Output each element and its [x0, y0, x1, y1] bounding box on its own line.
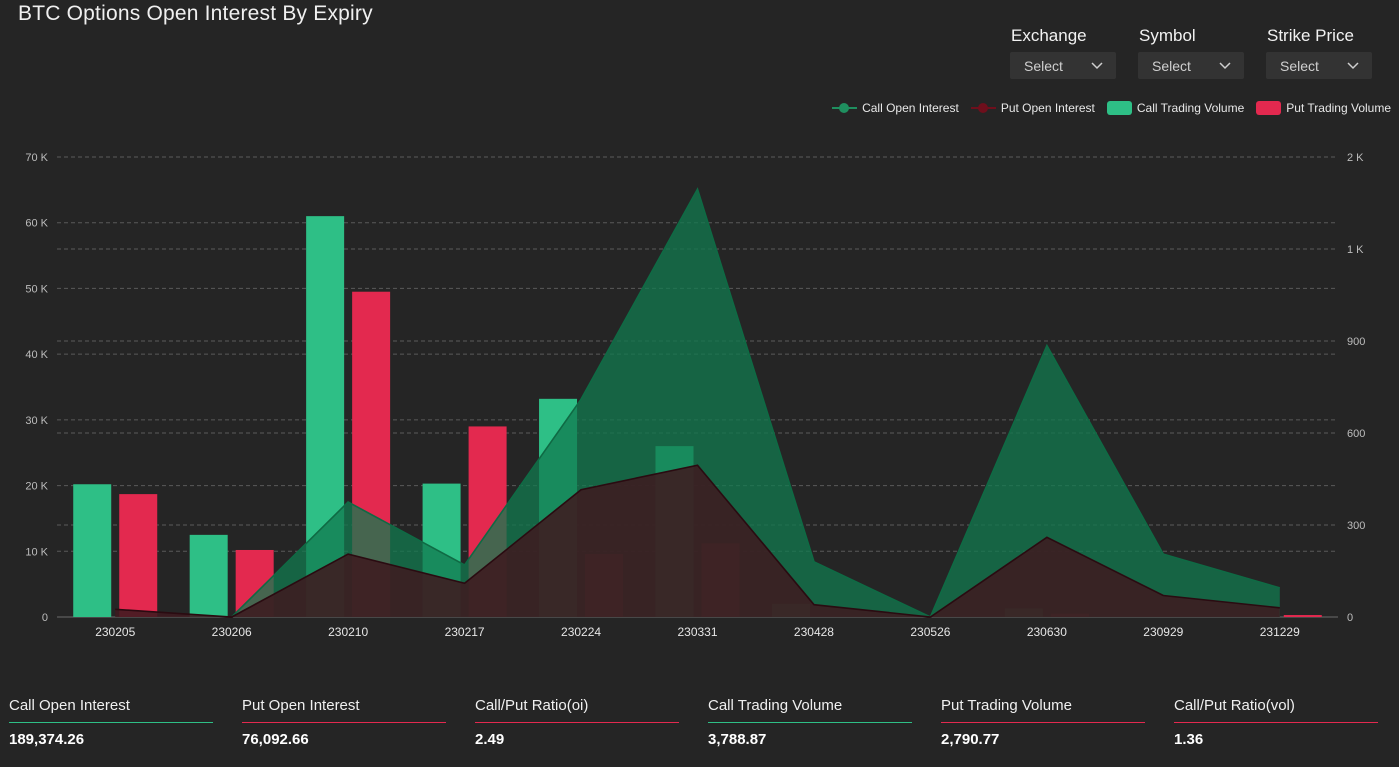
chart-legend: Call Open Interest Put Open Interest Cal…	[832, 101, 1391, 115]
legend-call-trading-volume[interactable]: Call Trading Volume	[1106, 101, 1245, 115]
summary-stats: Call Open Interest 189,374.26 Put Open I…	[9, 697, 1399, 748]
legend-label: Put Open Interest	[1000, 101, 1095, 115]
y-right-tick-label: 2 K	[1347, 152, 1364, 164]
y-left-tick-label: 70 K	[25, 152, 48, 164]
stat-value: 189,374.26	[9, 731, 85, 748]
legend-line-marker	[970, 102, 996, 114]
legend-label: Call Trading Volume	[1136, 101, 1245, 115]
chevron-down-icon	[1218, 59, 1232, 73]
x-tick-label: 230428	[794, 625, 834, 639]
chevron-down-icon	[1090, 59, 1104, 73]
strike-price-label: Strike Price	[1267, 26, 1354, 45]
stat-value: 2,790.77	[941, 731, 1000, 748]
x-tick-label: 231229	[1260, 625, 1300, 639]
page-title: BTC Options Open Interest By Expiry	[18, 2, 373, 25]
stat-label: Call/Put Ratio(oi)	[475, 697, 679, 723]
strike-price-select-value: Select	[1280, 57, 1319, 74]
legend-label: Call Open Interest	[862, 101, 959, 115]
stat-value: 2.49	[475, 731, 505, 748]
legend-rect-marker	[1106, 101, 1132, 115]
stat-value: 3,788.87	[708, 731, 767, 748]
y-left-tick-label: 20 K	[25, 481, 48, 493]
exchange-label: Exchange	[1011, 26, 1087, 45]
stat-call-put-ratio-oi: Call/Put Ratio(oi) 2.49	[475, 697, 679, 748]
y-right-tick-label: 600	[1347, 428, 1365, 440]
exchange-select[interactable]: Select	[1010, 52, 1116, 79]
y-right-tick-label: 900	[1347, 336, 1365, 348]
stat-label: Put Open Interest	[242, 697, 446, 723]
strike-price-filter: Strike Price Select	[1266, 26, 1372, 79]
x-tick-label: 230526	[910, 625, 950, 639]
y-left-tick-label: 40 K	[25, 349, 48, 361]
x-tick-label: 230210	[328, 625, 368, 639]
symbol-label: Symbol	[1139, 26, 1196, 45]
call-volume-bar	[189, 534, 228, 617]
stat-label: Call Trading Volume	[708, 697, 912, 723]
open-interest-chart: 0 10 K 20 K 30 K 40 K 50 K 60 K 70 K 0 300 600 900 1…	[25, 152, 1365, 639]
stat-call-open-interest: Call Open Interest 189,374.26	[9, 697, 213, 748]
y-left-tick-label: 50 K	[25, 283, 48, 295]
x-tick-label: 230331	[677, 625, 717, 639]
put-open-interest-line	[115, 464, 1280, 618]
chevron-down-icon	[1346, 59, 1360, 73]
filters-bar: Exchange Select Symbol Select Strike Pri…	[1010, 26, 1372, 79]
legend-label: Put Trading Volume	[1286, 101, 1391, 115]
legend-line-marker	[832, 102, 858, 114]
y-right-tick-label: 300	[1347, 520, 1365, 532]
legend-put-open-interest[interactable]: Put Open Interest	[970, 101, 1095, 115]
put-volume-bar	[119, 494, 158, 617]
symbol-select-value: Select	[1152, 57, 1191, 74]
stat-value: 1.36	[1174, 731, 1204, 748]
stat-call-put-ratio-vol: Call/Put Ratio(vol) 1.36	[1174, 697, 1378, 748]
exchange-filter: Exchange Select	[1010, 26, 1116, 79]
x-tick-label: 230206	[212, 625, 252, 639]
legend-call-open-interest[interactable]: Call Open Interest	[832, 101, 959, 115]
x-tick-label: 230217	[445, 625, 485, 639]
x-tick-label: 230630	[1027, 625, 1067, 639]
call-open-interest-area	[231, 189, 1280, 617]
stat-put-open-interest: Put Open Interest 76,092.66	[242, 697, 446, 748]
y-left-tick-label: 30 K	[25, 415, 48, 427]
y-left-tick-label: 0	[42, 612, 48, 624]
stat-put-trading-volume: Put Trading Volume 2,790.77	[941, 697, 1145, 748]
strike-price-select[interactable]: Select	[1266, 52, 1372, 79]
x-tick-label: 230224	[561, 625, 601, 639]
y-left-tick-label: 60 K	[25, 218, 48, 230]
y-right-tick-label: 0	[1347, 612, 1353, 624]
legend-rect-marker	[1256, 101, 1282, 115]
symbol-filter: Symbol Select	[1138, 26, 1244, 79]
call-open-interest-line	[231, 187, 1281, 619]
exchange-select-value: Select	[1024, 57, 1063, 74]
legend-put-trading-volume[interactable]: Put Trading Volume	[1256, 101, 1391, 115]
stat-call-trading-volume: Call Trading Volume 3,788.87	[708, 697, 912, 748]
stat-label: Call Open Interest	[9, 697, 213, 723]
put-volume-bar	[1283, 615, 1322, 617]
put-open-interest-area	[115, 465, 1280, 617]
stat-value: 76,092.66	[242, 731, 309, 748]
stat-label: Put Trading Volume	[941, 697, 1145, 723]
x-tick-label: 230929	[1143, 625, 1183, 639]
call-volume-bar	[73, 484, 112, 617]
stat-label: Call/Put Ratio(vol)	[1174, 697, 1378, 723]
x-tick-label: 230205	[95, 625, 135, 639]
y-right-tick-label: 1 K	[1347, 244, 1364, 256]
symbol-select[interactable]: Select	[1138, 52, 1244, 79]
y-left-tick-label: 10 K	[25, 546, 48, 558]
